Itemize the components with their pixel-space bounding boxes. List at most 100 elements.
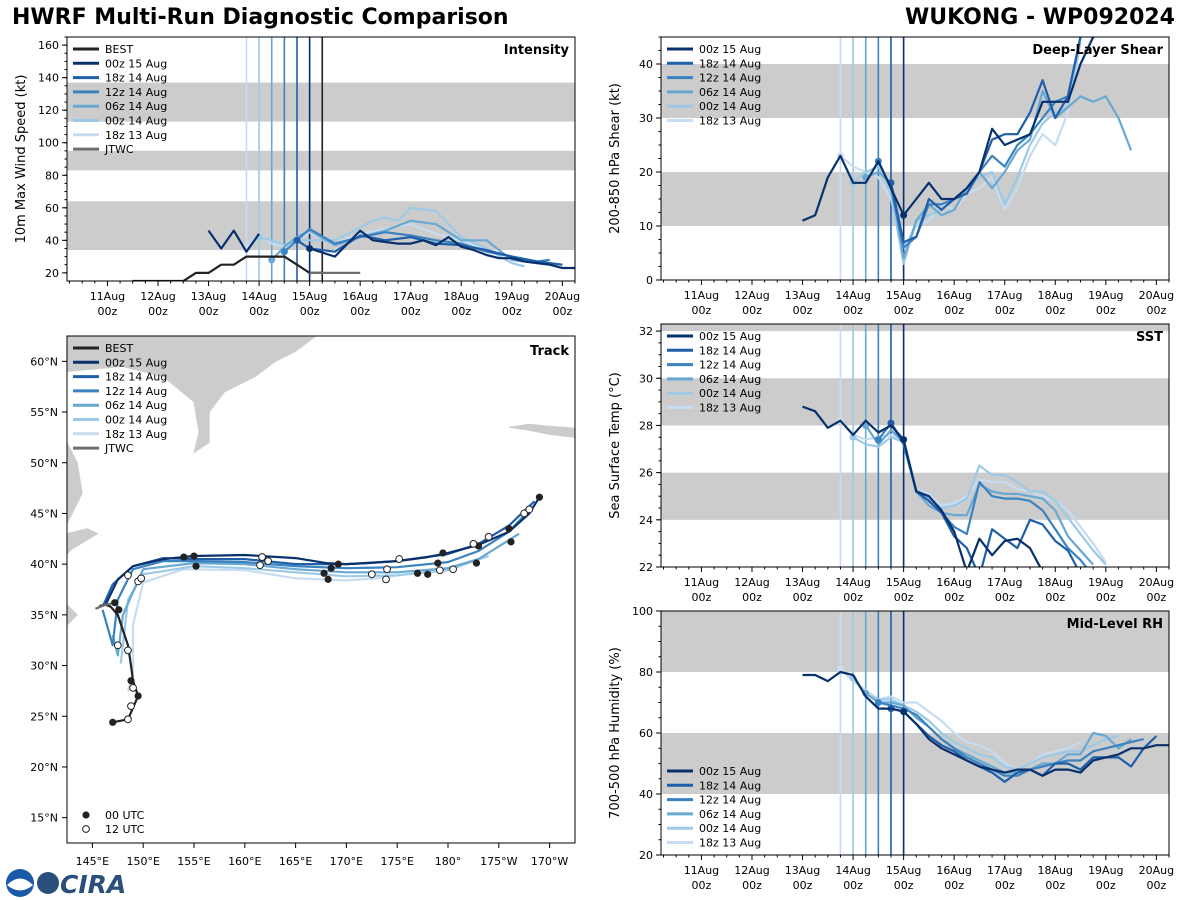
x-tick-label: 00z [1096,879,1116,892]
track-point-12utc [129,683,137,692]
lat-tick-label: 55°N [30,406,58,419]
x-tick-label: 00z [300,305,320,318]
x-tick-label: 19Aug [1088,576,1123,589]
x-tick-label: 14Aug [835,289,870,302]
x-tick-label: 00z [995,879,1015,892]
x-tick-label: 00z [944,591,964,604]
x-tick-label: 00z [742,879,762,892]
run-init-point [280,248,288,256]
track-point-00utc [111,599,119,607]
x-tick-label: 00z [843,591,863,604]
series-line-18z-14-aug [889,37,1082,244]
x-tick-label: 00z [793,591,813,604]
panel-title: Mid-Level RH [1067,617,1163,632]
x-tick-label: 00z [1146,304,1166,317]
y-tick-label: 80 [45,169,59,182]
cira-logo: CIRA [6,869,126,899]
y-axis-label: 200-850 hPa Shear (kt) [608,83,623,234]
y-tick-label: 10 [639,220,653,233]
x-tick-label: 00z [894,879,914,892]
y-axis-label: Sea Surface Temp (°C) [608,372,623,519]
legend-label: 18z 13 Aug [699,837,761,850]
x-tick-label: 16Aug [936,864,971,877]
y-axis-label: 10m Max Wind Speed (kt) [14,75,29,244]
run-init-point [836,665,844,673]
legend-label: 18z 13 Aug [699,402,761,415]
x-tick-label: 20Aug [545,290,580,303]
x-tick-label: 00z [350,305,370,318]
legend-label: JTWC [104,143,134,156]
x-tick-label: 00z [502,305,522,318]
x-tick-label: 12Aug [140,290,175,303]
x-tick-label: 15Aug [886,864,921,877]
y-tick-label: 22 [639,561,653,574]
legend-label: 18z 13 Aug [105,428,167,441]
x-tick-label: 00z [1096,591,1116,604]
y-tick-label: 0 [646,274,653,287]
run-init-point [874,436,882,444]
x-tick-label: 00z [451,305,471,318]
x-tick-label: 19Aug [1088,864,1123,877]
track-point-00utc [535,493,544,501]
y-tick-label: 120 [38,104,59,117]
track-line-06z-14-aug [111,532,520,657]
shade-band-1 [661,378,1169,426]
panel-track: 145°E 150°E 155°E 160°E 165°E 170°E 175°E 180° 1… [30,335,576,868]
x-tick-label: 11Aug [90,290,125,303]
x-tick-label: 00z [1146,591,1166,604]
track-point-12utc [449,565,457,574]
y-tick-label: 100 [632,605,653,618]
legend-label: 06z 14 Aug [105,100,167,113]
series-group [802,37,1133,265]
legend-label: 00z 15 Aug [699,330,761,343]
y-tick-label: 20 [639,166,653,179]
map-content [67,336,575,726]
legend-label: 18z 13 Aug [105,129,167,142]
x-tick-label: 18Aug [1038,576,1073,589]
x-tick-label: 16Aug [936,289,971,302]
x-tick-label: 15Aug [886,289,921,302]
legend-label: 18z 14 Aug [699,779,761,792]
y-tick-label: 30 [639,372,653,385]
x-tick-label: 00z [843,304,863,317]
lon-tick-label: 145°E [76,855,109,868]
y-tick-label: 160 [38,39,59,52]
track-point-12utc [258,553,266,561]
series-line-18z-13-aug [245,223,513,258]
panel-shear: 0 10 20 30 40 11Aug 00z 12Aug 00z 13Aug 00z 14Aug 00… [608,36,1174,317]
x-tick-label: 11Aug [684,289,719,302]
x-tick-label: 00z [98,305,118,318]
land-mass [508,423,575,438]
noaa-wave-icon [7,878,33,891]
track-point-00utc [472,559,481,567]
x-tick-label: 13Aug [785,576,820,589]
series-line-18z-13-aug [839,42,1082,249]
storm-title: WUKONG - WP092024 [904,5,1175,30]
track-line-00z-15-aug [104,496,541,606]
land-mass [67,528,99,555]
series-line-18z-14-aug [890,422,1078,567]
legend-label: 00z 14 Aug [699,822,761,835]
x-tick-label: 00z [1146,879,1166,892]
x-tick-label: 00z [249,305,269,318]
globe-icon [37,872,59,894]
x-tick-label: 00z [692,304,712,317]
x-tick-label: 13Aug [191,290,226,303]
y-tick-label: 100 [38,137,59,150]
track-point-00utc [439,549,447,557]
shade-band-0 [661,733,1169,794]
y-tick-label: 140 [38,72,59,85]
run-init-point [268,256,276,264]
series-line-00z-15-aug [802,37,1095,222]
legend-label: 00z 14 Aug [105,115,167,128]
series-group [802,405,1107,567]
x-tick-label: 00z [742,591,762,604]
panel-title: Track [530,344,569,359]
y-tick-label: 40 [639,58,653,71]
lon-tick-label: 155°E [177,855,210,868]
